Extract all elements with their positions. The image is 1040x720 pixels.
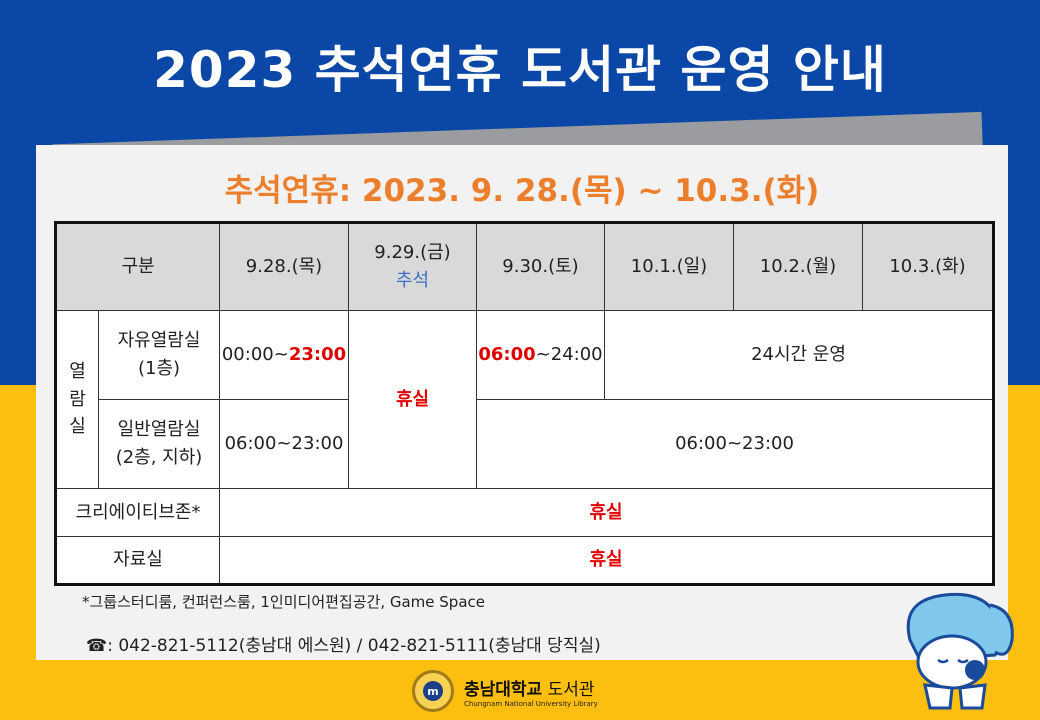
archive-closed: 휴실 (219, 536, 994, 585)
free-room-name: 자유열람실 (1층) (98, 310, 220, 400)
header-day-2-date: 9.29.(금) (374, 242, 451, 264)
general-room-rest: 06:00~23:00 (476, 399, 994, 489)
logo-name: 충남대학교 (464, 679, 543, 700)
header-day-6: 10.3.(화) (862, 222, 994, 311)
logo-library: 도서관 (542, 679, 595, 700)
general-room-day-1: 06:00~23:00 (219, 399, 349, 489)
holiday-period: 추석연휴: 2023. 9. 28.(목) ~ 10.3.(화) (224, 173, 820, 209)
contact-text: : 042-821-5112(충남대 에스원) / 042-821-5111(충… (107, 636, 601, 656)
contact-line: ☎: 042-821-5112(충남대 에스원) / 042-821-5111(… (86, 631, 601, 656)
general-room-row: 일반열람실 (2층, 지하) 06:00~23:00 06:00~23:00 (56, 399, 994, 489)
creative-zone-name: 크리에이티브존* (55, 488, 220, 537)
header-day-5: 10.2.(월) (733, 222, 863, 311)
header-day-2: 9.29.(금) 추석 (348, 222, 477, 311)
header-row: 구분 9.28.(목) 9.29.(금) 추석 9.30.(토) 10.1.(일… (55, 222, 994, 311)
general-room-name: 일반열람실 (2층, 지하) (98, 399, 220, 489)
archive-row: 자료실 휴실 (55, 536, 994, 585)
creative-zone-closed: 휴실 (219, 488, 994, 537)
free-room-row: 열 람 실 자유열람실 (1층) 00:00~23:00 휴실 06:00~24… (55, 310, 994, 489)
notice-card: 추석연휴: 2023. 9. 28.(목) ~ 10.3.(화) 구분 9.28… (36, 145, 1008, 660)
header-day-3: 9.30.(토) (476, 222, 605, 311)
page-title: 2023 추석연휴 도서관 운영 안내 (153, 41, 887, 99)
header-day-2-note: 추석 (395, 270, 430, 291)
university-seal-icon: m (412, 670, 454, 712)
phone-icon: ☎ (86, 636, 108, 656)
schedule-table: 구분 9.28.(목) 9.29.(금) 추석 9.30.(토) 10.1.(일… (54, 221, 995, 586)
header-day-4: 10.1.(일) (604, 222, 734, 311)
free-room-day-3: 06:00~24:00 (476, 310, 605, 400)
header-category: 구분 (55, 222, 220, 311)
logo-subtext: Chungnam National University Library (464, 699, 598, 708)
header-day-1: 9.28.(목) (219, 222, 349, 311)
reading-rooms-day-2-closed: 휴실 (348, 310, 477, 489)
reading-room-group-label: 열 람 실 (55, 310, 99, 489)
university-logo: m 충남대학교 도서관 Chungnam National University… (412, 670, 598, 712)
free-room-rest: 24시간 운영 (604, 310, 994, 400)
footnote: *그룹스터디룸, 컨퍼런스룸, 1인미디어편집공간, Game Space (82, 593, 485, 611)
free-room-day-1: 00:00~23:00 (219, 310, 349, 400)
mascot-icon (906, 592, 1014, 710)
archive-name: 자료실 (55, 536, 220, 585)
creative-zone-row: 크리에이티브존* 휴실 (55, 488, 994, 537)
